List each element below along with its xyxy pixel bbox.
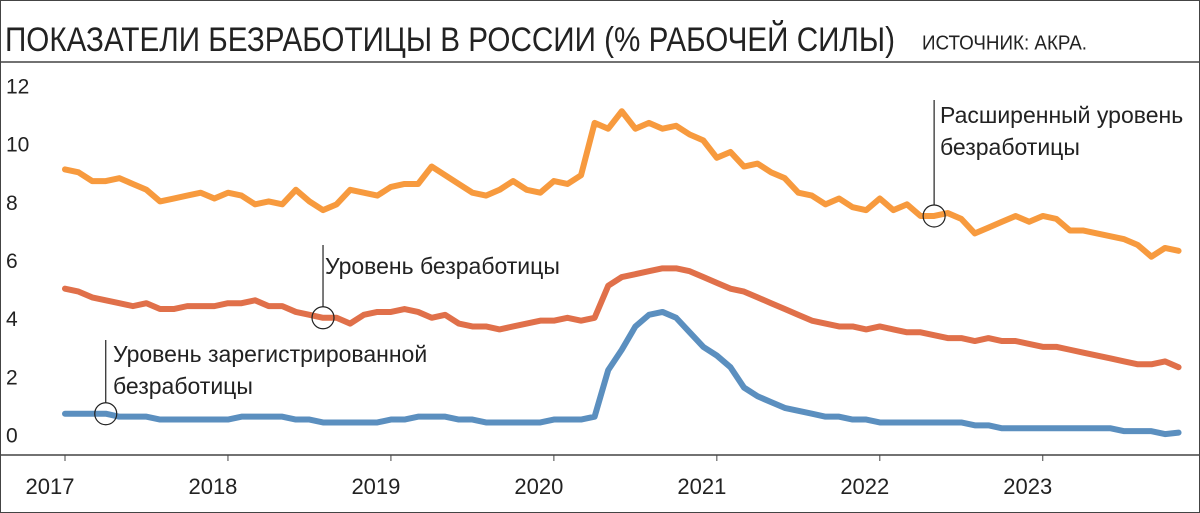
annotation: Уровень зарегистрированной: [113, 341, 427, 367]
x-tick-label: 2018: [188, 474, 237, 499]
y-tick-label: 2: [6, 366, 18, 389]
source: ИСТОЧНИК: АКРА.: [922, 32, 1087, 54]
series-line: [62, 308, 1182, 438]
y-tick-label: 8: [6, 192, 18, 215]
annotation: безработицы: [940, 134, 1080, 160]
x-tick-label: 2023: [1003, 474, 1052, 499]
y-tick-label: 6: [6, 250, 18, 273]
annotation: безработицы: [113, 373, 253, 399]
y-tick-label: 0: [6, 425, 18, 448]
y-tick-label: 10: [6, 134, 29, 157]
chart-title: ПОКАЗАТЕЛИ БЕЗРАБОТИЦЫ В РОССИИ (% РАБОЧ…: [5, 21, 895, 59]
x-tick-label: 2020: [514, 474, 563, 499]
x-tick-label: 2022: [840, 474, 889, 499]
y-tick-label: 12: [6, 76, 29, 99]
y-tick-label: 4: [6, 308, 18, 331]
annotation: Расширенный уровень: [940, 102, 1183, 128]
annotation: Уровень безработицы: [325, 253, 560, 279]
series-line: [62, 108, 1182, 260]
series-line: [62, 265, 1182, 371]
x-tick-label: 2021: [677, 474, 726, 499]
x-tick-label: 2019: [351, 474, 400, 499]
x-tick-label: 2017: [26, 474, 75, 499]
